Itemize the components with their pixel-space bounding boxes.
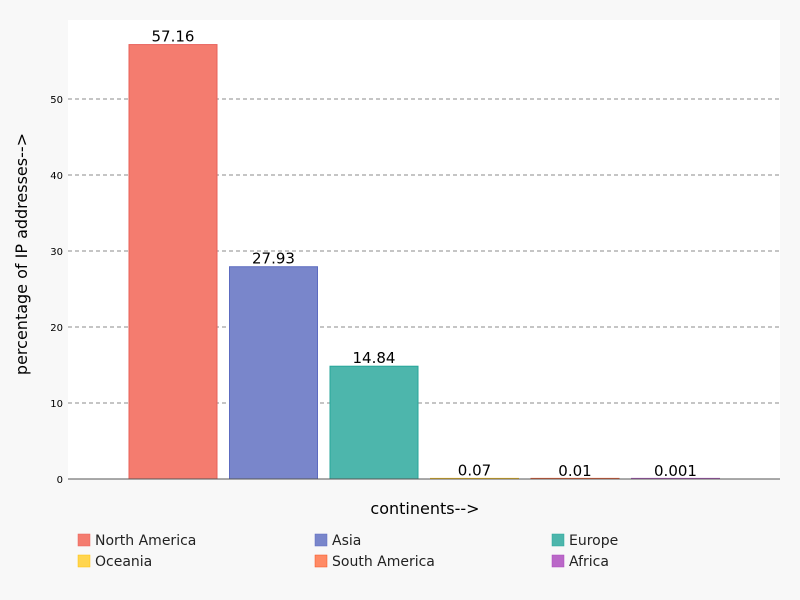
legend-label-south-america: South America — [332, 554, 435, 570]
bar-asia — [229, 266, 318, 480]
bar-value-labels: 57.16 27.93 14.84 0.07 0.01 0.001 — [152, 28, 697, 480]
legend-swatch-north-america — [77, 533, 91, 547]
legend-swatch-africa — [551, 554, 565, 568]
legend-swatch-south-america — [314, 554, 328, 568]
bar-europe — [329, 365, 419, 480]
y-tick-label: 30 — [50, 247, 63, 258]
legend-swatch-oceania — [77, 554, 91, 568]
legend-label-europe: Europe — [569, 533, 618, 549]
bar-value-label: 57.16 — [152, 28, 195, 46]
y-tick-label: 20 — [50, 323, 63, 334]
bar-north-america — [128, 44, 218, 480]
y-tick-label: 10 — [50, 399, 63, 410]
bar-value-label: 27.93 — [252, 250, 295, 268]
y-tick-label: 40 — [50, 171, 63, 182]
x-axis-label: continents--> — [370, 499, 479, 518]
y-tick-label: 50 — [50, 95, 63, 106]
legend-swatch-europe — [551, 533, 565, 547]
legend-label-oceania: Oceania — [95, 554, 152, 570]
legend: North America Asia Europe Oceania South Amer… — [77, 533, 618, 570]
y-tick-label: 0 — [57, 475, 63, 486]
bars — [128, 44, 720, 480]
bar-value-label: 14.84 — [353, 349, 396, 367]
legend-label-asia: Asia — [332, 533, 361, 549]
y-axis-label: percentage of IP addresses--> — [12, 133, 31, 375]
legend-swatch-asia — [314, 533, 328, 547]
bar-value-label: 0.07 — [458, 461, 491, 479]
bar-value-label: 0.001 — [654, 462, 697, 480]
legend-label-north-america: North America — [95, 533, 196, 549]
y-tick-labels: 0 10 20 30 40 50 — [50, 95, 63, 486]
bar-value-label: 0.01 — [558, 462, 591, 480]
legend-label-africa: Africa — [569, 554, 609, 570]
